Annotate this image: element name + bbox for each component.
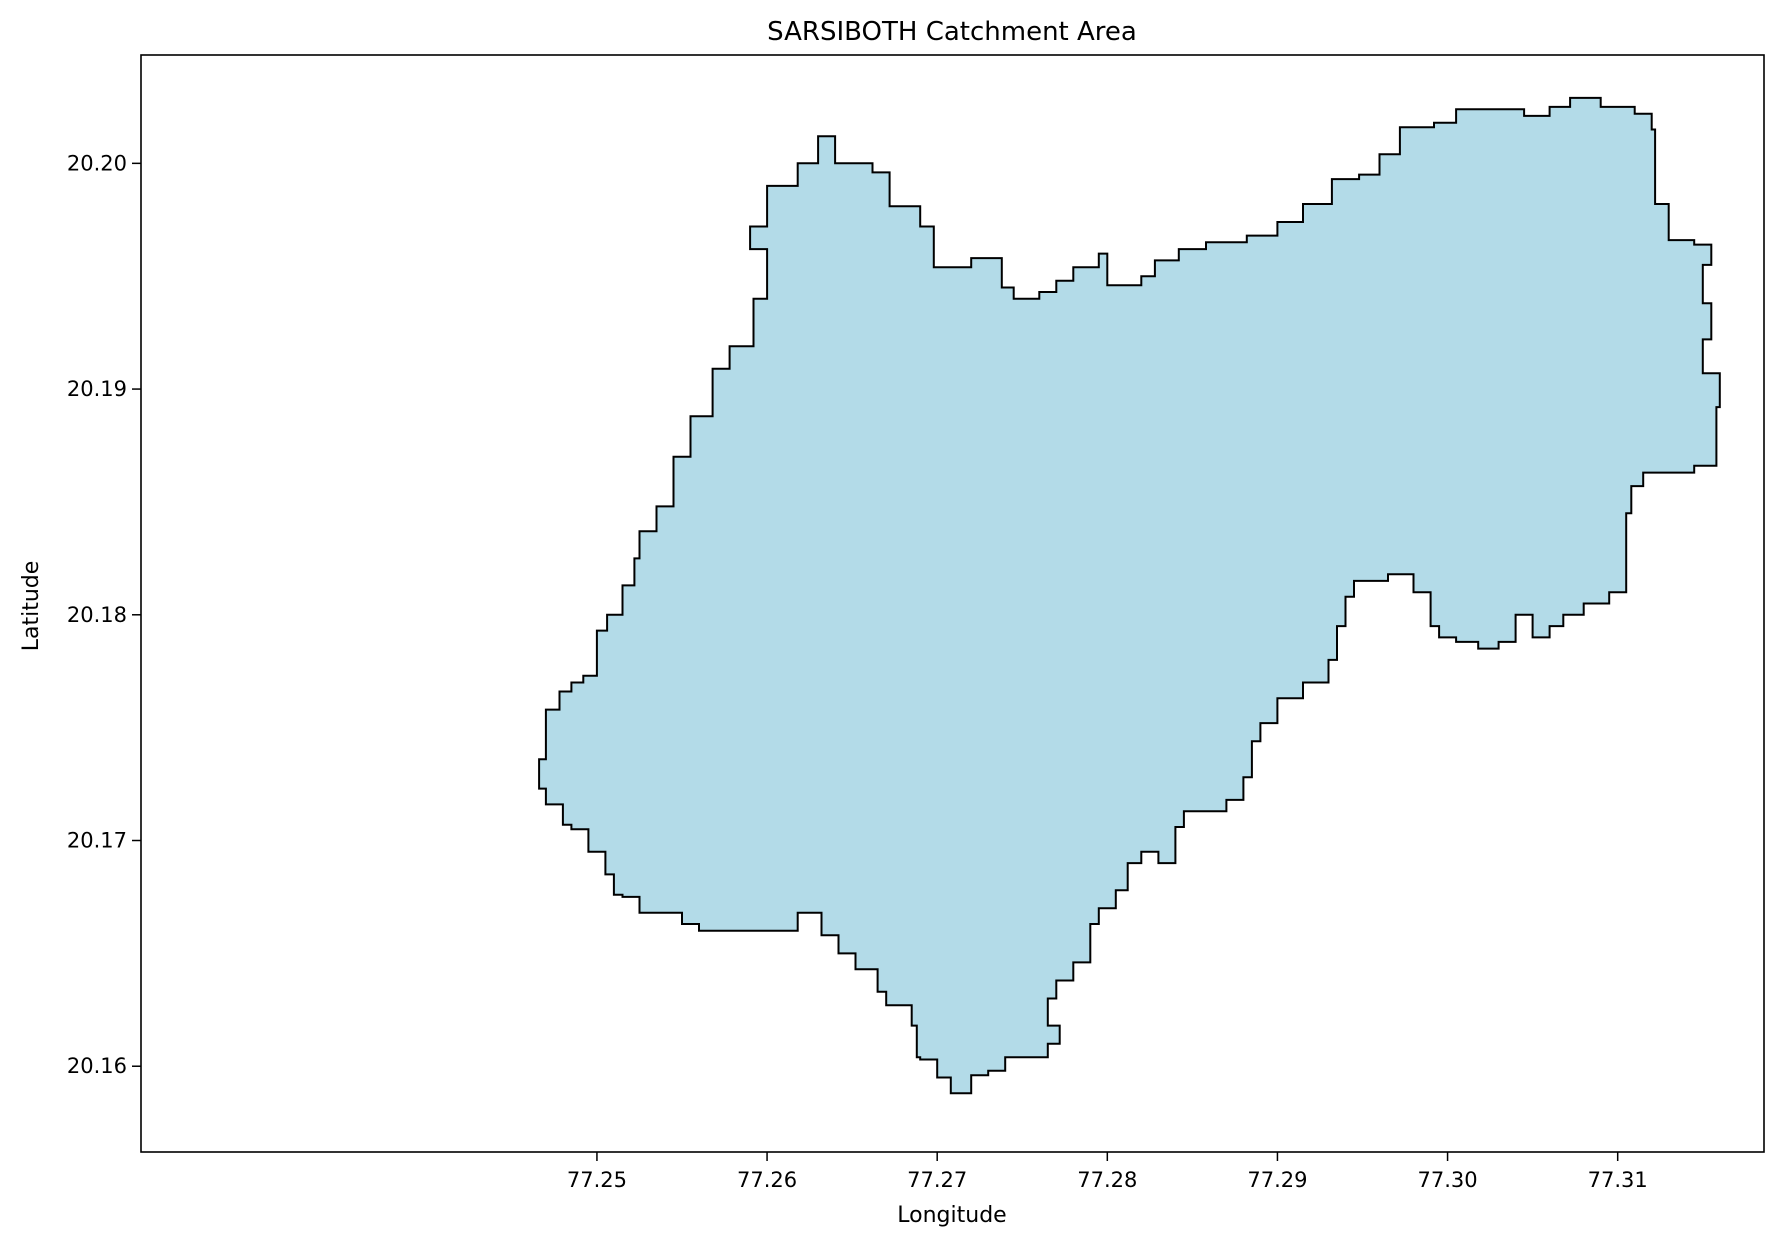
x-tick-label: 77.30 [1418, 1168, 1478, 1192]
plot-frame [140, 54, 1765, 1153]
y-tick-label: 20.16 [67, 1054, 127, 1078]
x-axis-label: Longitude [897, 1203, 1006, 1228]
y-tick-label: 20.18 [67, 603, 127, 627]
y-tick-label: 20.17 [67, 829, 127, 853]
y-tick-label: 20.20 [67, 151, 127, 175]
catchment-area-polygon [538, 96, 1721, 1095]
y-axis-label: Latitude [19, 561, 44, 652]
y-tick-label: 20.19 [67, 377, 127, 401]
x-tick-label: 77.29 [1247, 1168, 1307, 1192]
chart-title: SARSIBOTH Catchment Area [767, 17, 1137, 47]
x-tick-label: 77.31 [1588, 1168, 1648, 1192]
x-tick-label: 77.25 [567, 1168, 627, 1192]
x-tick-label: 77.26 [737, 1168, 797, 1192]
x-tick-label: 77.28 [1077, 1168, 1137, 1192]
x-tick-label: 77.27 [907, 1168, 967, 1192]
